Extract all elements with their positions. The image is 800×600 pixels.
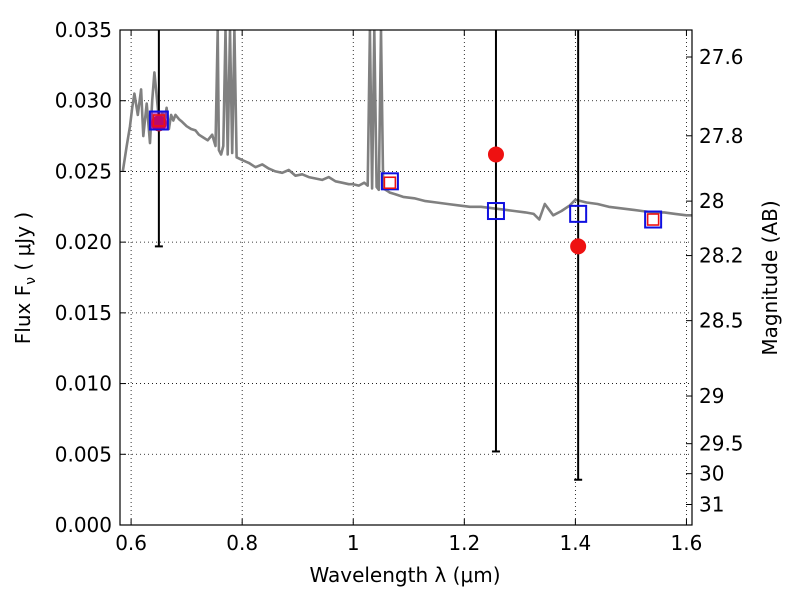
model-photometry-square [644,210,663,229]
y-tick-label: 0.035 [55,18,112,42]
grid [120,29,692,526]
observed-square [152,114,166,127]
spectrum-line [121,30,692,221]
y-tick-label: 0.030 [55,89,112,113]
observed-flux-point [570,238,587,255]
plot-frame [119,29,693,526]
y2-tick-label: 29.5 [699,432,744,456]
y-axis-label-main: Flux F [11,285,35,344]
observed-square [646,213,660,226]
y-axis-label-unit: ( μJy ) [11,212,35,277]
x-axis-label: Wavelength λ (μm) [309,563,500,587]
y-tick-label: 0.020 [55,230,112,254]
y2-tick-label: 29 [699,384,724,408]
model-photometry-square [569,204,588,223]
y-tick-label: 0.025 [55,159,112,183]
right-y-axis-label: Magnitude (AB) [758,200,782,355]
observed-flux-point [487,146,504,163]
y2-tick-label: 28.5 [699,309,744,333]
x-tick-label: 1.4 [559,531,591,555]
axes-ticks: 0.6 0.8 1 1.2 1.4 1.6 0.000 0.005 0.010 0.015 0.02… [55,18,744,555]
y-tick-label: 0.015 [55,301,112,325]
y2-tick-label: 31 [699,492,724,516]
y2-tick-label: 28.2 [699,244,744,268]
model-photometry-square [148,110,169,131]
y-tick-label: 0.005 [55,442,112,466]
y-tick-label: 0.010 [55,372,112,396]
y2-tick-label: 27.6 [699,45,744,69]
plot-area [121,30,692,481]
x-tick-label: 1 [347,531,360,555]
y-axis-label: Flux Fν ( μJy ) [11,212,39,344]
model-photometry-square [380,172,399,191]
x-tick-label: 1.6 [671,531,703,555]
x-tick-label: 0.6 [115,531,147,555]
y2-tick-label: 30 [699,462,724,486]
y2-tick-label: 27.8 [699,124,744,148]
model-photometry-square [486,202,505,221]
y-tick-label: 0.000 [55,513,112,537]
y2-tick-label: 28 [699,189,724,213]
observed-square [383,176,397,190]
y-axis-label-subscript: ν [23,277,39,285]
x-tick-label: 1.2 [448,531,480,555]
x-tick-label: 0.8 [226,531,258,555]
